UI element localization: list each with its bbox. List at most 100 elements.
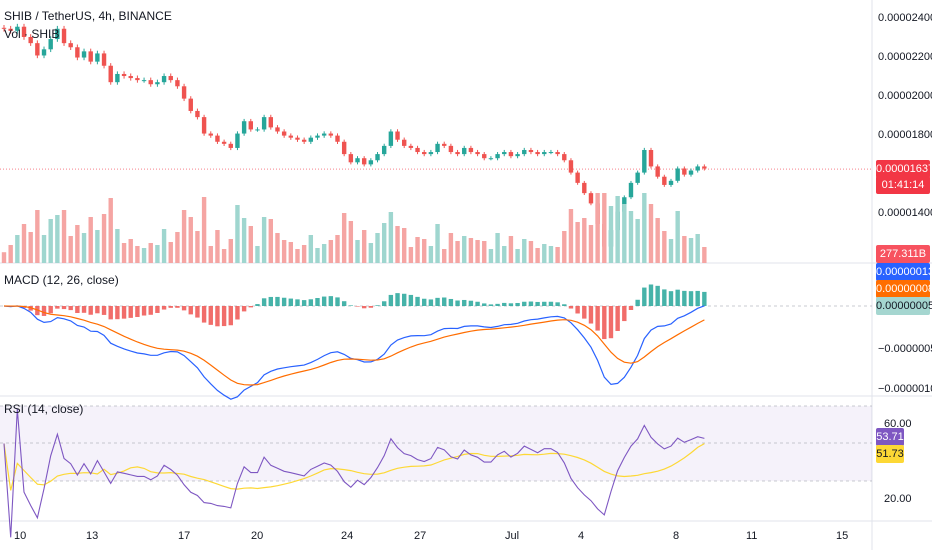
macd-histogram-bar: [368, 306, 374, 308]
volume-bar: [488, 249, 494, 263]
price-tick-1800: 0.00001800: [878, 129, 932, 141]
volume-bar: [228, 239, 233, 263]
candle-body: [395, 131, 400, 140]
volume-bar: [101, 214, 107, 263]
candle-body: [668, 180, 674, 185]
macd-histogram-bar: [655, 285, 660, 306]
macd-histogram-bar: [341, 301, 347, 306]
macd-histogram-bar: [408, 294, 414, 306]
candle-body: [582, 182, 587, 194]
candle-body: [281, 131, 287, 136]
volume-bar: [388, 212, 394, 263]
volume-bar: [268, 219, 273, 263]
candle-body: [148, 80, 153, 85]
candle-body: [135, 78, 140, 81]
candle-body: [562, 154, 567, 161]
macd-histogram-bar: [208, 306, 213, 325]
candle-body: [635, 172, 640, 183]
volume-bar: [335, 235, 340, 263]
macd-histogram-bar: [395, 293, 400, 306]
macd-histogram-bar: [622, 306, 627, 322]
candle-body: [81, 51, 87, 58]
macd-histogram-bar: [288, 298, 294, 306]
candle-body: [295, 137, 300, 140]
macd-histogram-bar: [688, 291, 694, 306]
volume-bar: [221, 249, 227, 263]
candle-body: [275, 127, 280, 132]
volume-bar: [8, 245, 13, 263]
volume-bar: [428, 246, 434, 263]
volume-bar: [248, 226, 253, 263]
volume-bar: [68, 236, 73, 263]
candle-body: [121, 73, 127, 77]
candle-body: [575, 172, 580, 183]
macd-histogram-bar: [428, 299, 434, 306]
candle-body: [168, 76, 173, 81]
macd-legend[interactable]: MACD (12, 26, close): [4, 273, 119, 287]
macd-histogram-bar: [515, 302, 520, 306]
macd-histogram-bar: [415, 296, 420, 306]
candle-body: [548, 152, 554, 154]
candle-body: [335, 135, 340, 142]
volume-bar: [628, 211, 634, 263]
volume-bar: [375, 233, 380, 263]
volume-bar: [188, 217, 193, 263]
volume-legend[interactable]: Vol · SHIB: [4, 27, 60, 41]
rsi-legend[interactable]: RSI (14, close): [4, 402, 84, 416]
macd-histogram-bar: [41, 306, 47, 316]
macd-tick-minus100: −0.00000100: [878, 383, 932, 395]
time-label-15: 15: [836, 530, 849, 542]
macd-histogram-bar: [662, 289, 667, 306]
price-tick-2400: 0.00002400: [878, 12, 932, 24]
macd-histogram-bar: [335, 297, 340, 306]
volume-bar: [395, 226, 400, 263]
macd-histogram-bar: [635, 299, 640, 306]
macd-histogram-bar: [482, 303, 487, 306]
macd-histogram-bar: [648, 284, 654, 306]
macd-histogram-bar: [328, 296, 334, 306]
candle-body: [315, 135, 320, 138]
macd-histogram-bar: [642, 287, 647, 306]
volume-bar: [21, 224, 27, 263]
volume-bar: [215, 230, 220, 263]
candle-body: [528, 149, 534, 153]
candle-body: [588, 193, 594, 204]
macd-histogram-bar: [281, 297, 287, 306]
time-label-8: 8: [673, 530, 680, 542]
candle-body: [428, 152, 434, 155]
volume-bar: [201, 197, 207, 263]
macd-histogram-bar: [248, 306, 253, 308]
macd-histogram-bar: [628, 306, 634, 310]
macd-histogram-bar: [615, 306, 620, 331]
volume-bar: [121, 243, 127, 263]
candle-body: [288, 135, 294, 138]
macd-histogram-bar: [101, 306, 107, 315]
volume-bar: [455, 241, 460, 263]
symbol-legend[interactable]: SHIB / TetherUS, 4h, BINANCE: [4, 9, 172, 23]
volume-bar: [368, 243, 374, 263]
macd-tick-minus50: −0.00000050: [878, 343, 932, 355]
volume-bar: [308, 235, 314, 263]
macd-histogram-bar: [268, 296, 273, 306]
volume-bar: [462, 236, 467, 263]
volume-bar: [181, 210, 187, 263]
volume-bar: [35, 210, 40, 263]
macd-histogram-bar: [502, 302, 507, 306]
volume-bar: [148, 243, 153, 263]
macd-histogram-bar: [361, 306, 367, 309]
macd-histogram-bar: [261, 298, 267, 306]
macd-histogram-bar: [68, 306, 73, 311]
macd-histogram-bar: [422, 298, 427, 306]
candle-body: [235, 133, 240, 148]
price-tick-2200: 0.00002200: [878, 51, 932, 63]
macd-histogram-bar: [148, 306, 153, 315]
volume-bar: [361, 230, 367, 263]
volume-bar: [261, 217, 267, 263]
volume-bar: [341, 213, 347, 263]
volume-bar: [482, 241, 487, 263]
volume-bar: [355, 240, 360, 263]
candle-body: [648, 149, 654, 167]
macd-histogram-bar: [381, 301, 387, 306]
candle-body: [328, 133, 334, 136]
